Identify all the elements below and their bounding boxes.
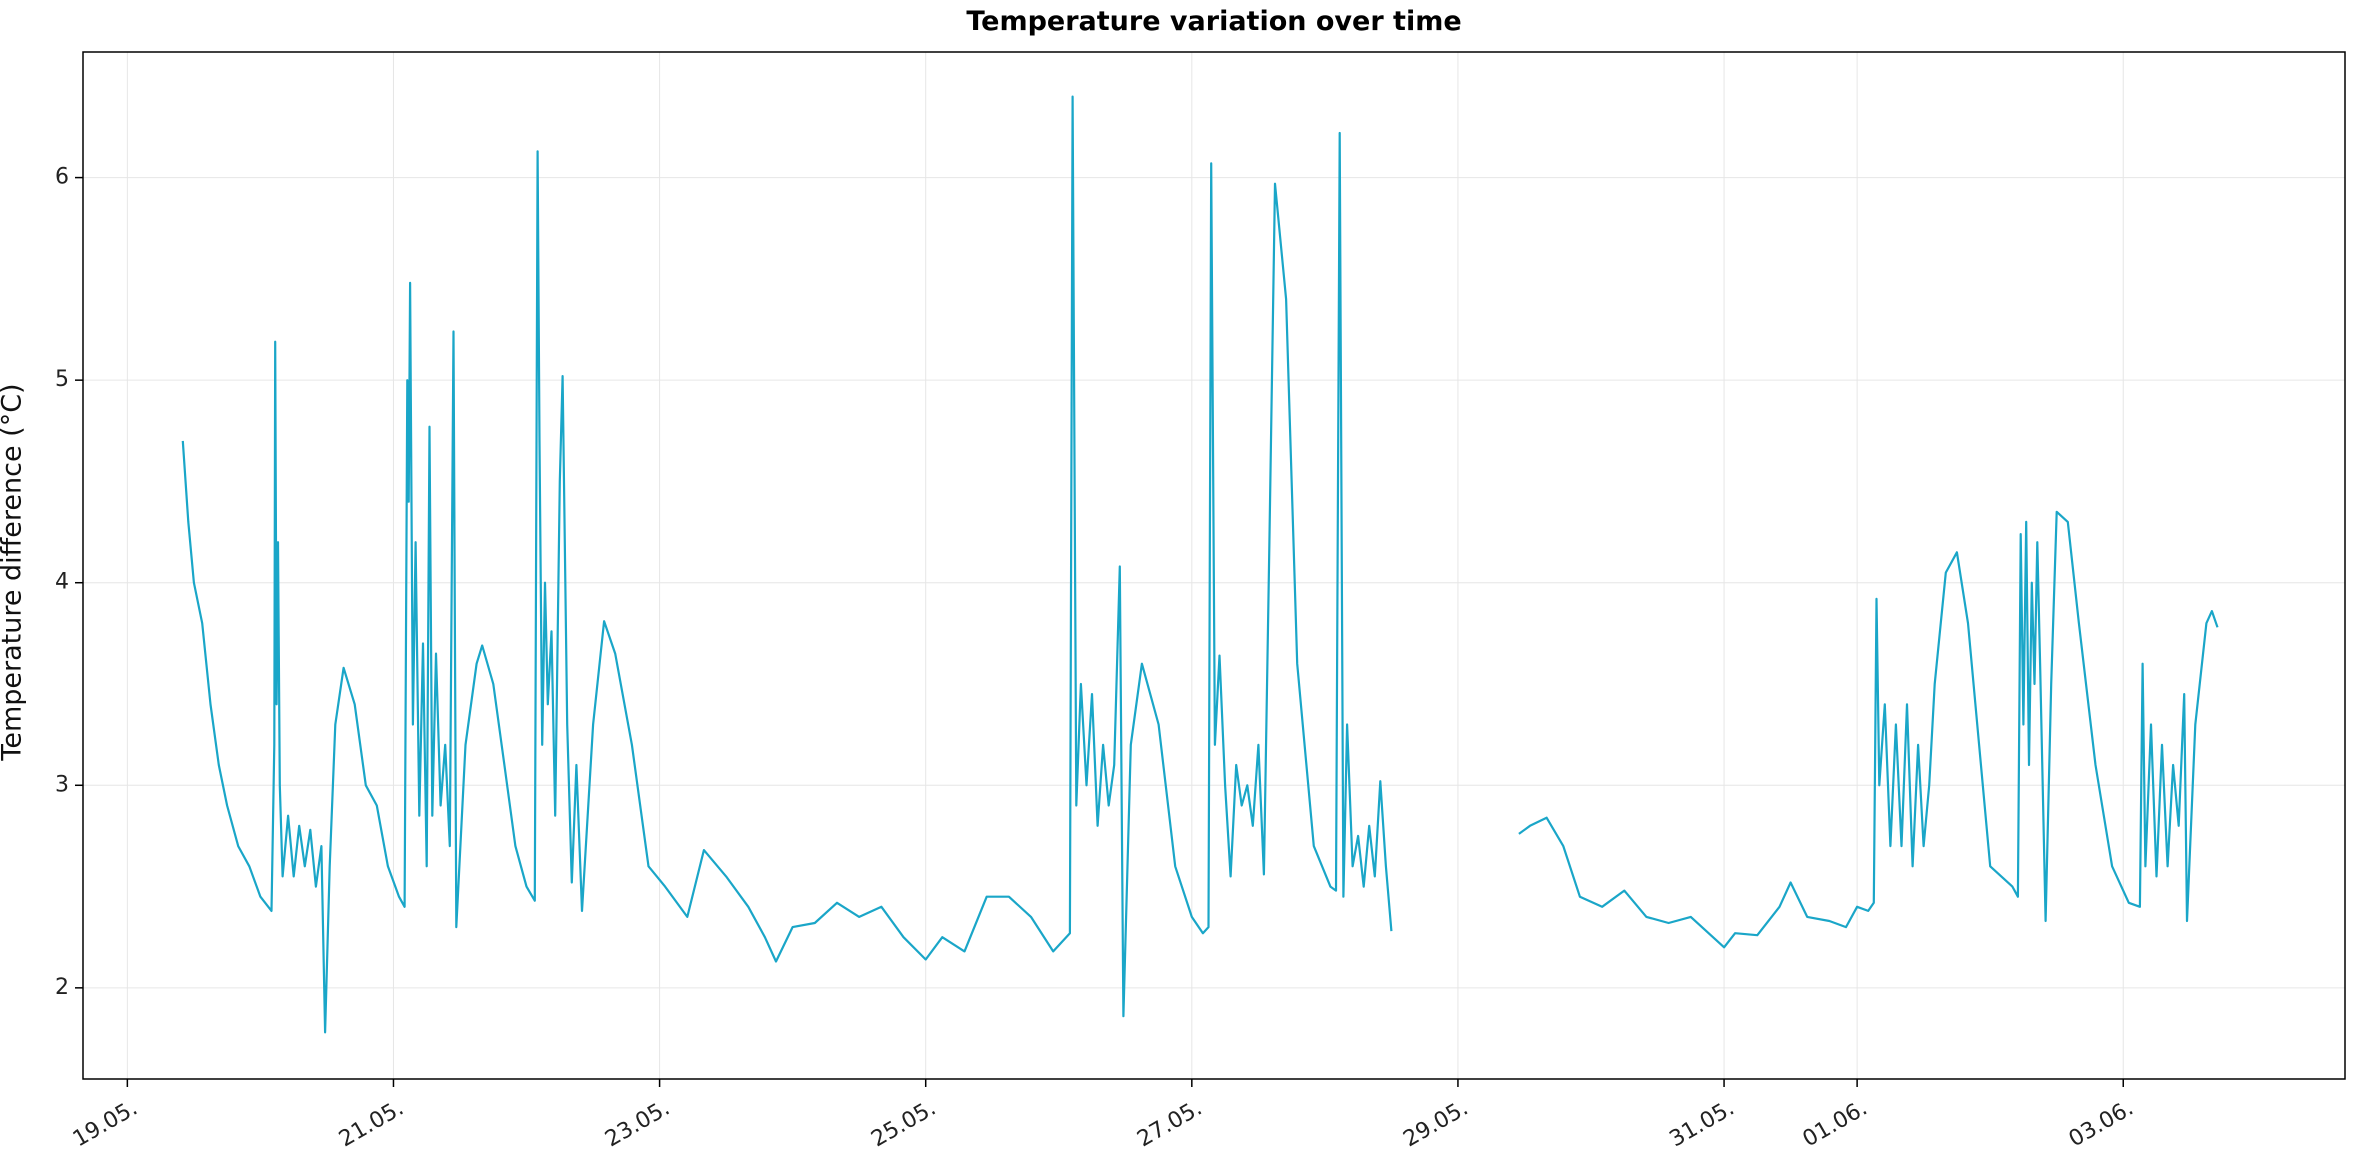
x-tick-label: 01.06.: [1799, 1096, 1872, 1153]
chart-title: Temperature variation over time: [966, 6, 1462, 37]
y-tick-label: 5: [55, 367, 69, 392]
y-tick-label: 2: [55, 975, 69, 1000]
y-tick-label: 6: [55, 165, 69, 190]
x-axis-ticks: 19.05. 21.05. 23.05. 25.05. 27.05. 29.05. 31.0…: [69, 1079, 2138, 1152]
x-tick-label: 19.05.: [69, 1096, 142, 1153]
data-series: [181, 95, 2219, 1034]
plot-area-frame: [82, 51, 2346, 1080]
x-tick-label: 31.05.: [1666, 1096, 1739, 1153]
x-tick-label: 25.05.: [867, 1096, 940, 1153]
y-tick-label: 3: [55, 772, 69, 797]
x-tick-label: 03.06.: [2065, 1096, 2138, 1153]
x-tick-label: 23.05.: [601, 1096, 674, 1153]
x-tick-label: 29.05.: [1399, 1096, 1472, 1153]
y-tick-label: 4: [55, 570, 69, 595]
x-tick-label: 21.05.: [335, 1096, 408, 1153]
grid-lines: [83, 52, 2345, 1079]
y-axis-ticks: 2 3 4 5 6: [55, 165, 83, 1000]
series-line: [181, 95, 1393, 1034]
series-line: [1518, 510, 2219, 949]
x-tick-label: 27.05.: [1133, 1096, 1206, 1153]
